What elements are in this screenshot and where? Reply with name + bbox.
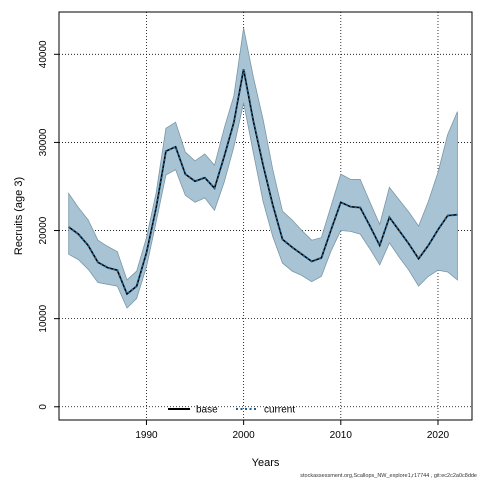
plot-frame bbox=[58, 11, 473, 421]
legend: base current bbox=[168, 405, 295, 416]
x-tick-label: 2000 bbox=[233, 430, 256, 441]
y-tick-label: 10000 bbox=[38, 304, 49, 332]
x-axis: 1990 2000 2010 2020 bbox=[135, 420, 450, 441]
y-axis: 0 10000 20000 30000 40000 bbox=[38, 40, 59, 410]
series-line-current bbox=[68, 69, 458, 296]
y-tick-label: 0 bbox=[38, 404, 49, 410]
y-tick-label: 40000 bbox=[38, 40, 49, 68]
x-tick-label: 2010 bbox=[330, 430, 353, 441]
y-tick-label: 30000 bbox=[38, 128, 49, 156]
y-tick-label: 20000 bbox=[38, 216, 49, 244]
x-tick-label: 1990 bbox=[135, 430, 158, 441]
x-axis-title: Years bbox=[252, 457, 280, 469]
x-tick-label: 2020 bbox=[427, 430, 450, 441]
legend-label-base: base bbox=[196, 405, 218, 416]
footer-source: stockassessment.org,Scallops_NW_explore1… bbox=[300, 473, 477, 479]
legend-label-current: current bbox=[264, 405, 295, 416]
y-axis-title: Recruits (age 3) bbox=[13, 177, 25, 255]
series-lines bbox=[68, 69, 458, 296]
